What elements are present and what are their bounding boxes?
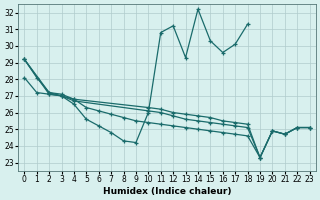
X-axis label: Humidex (Indice chaleur): Humidex (Indice chaleur)	[103, 187, 231, 196]
